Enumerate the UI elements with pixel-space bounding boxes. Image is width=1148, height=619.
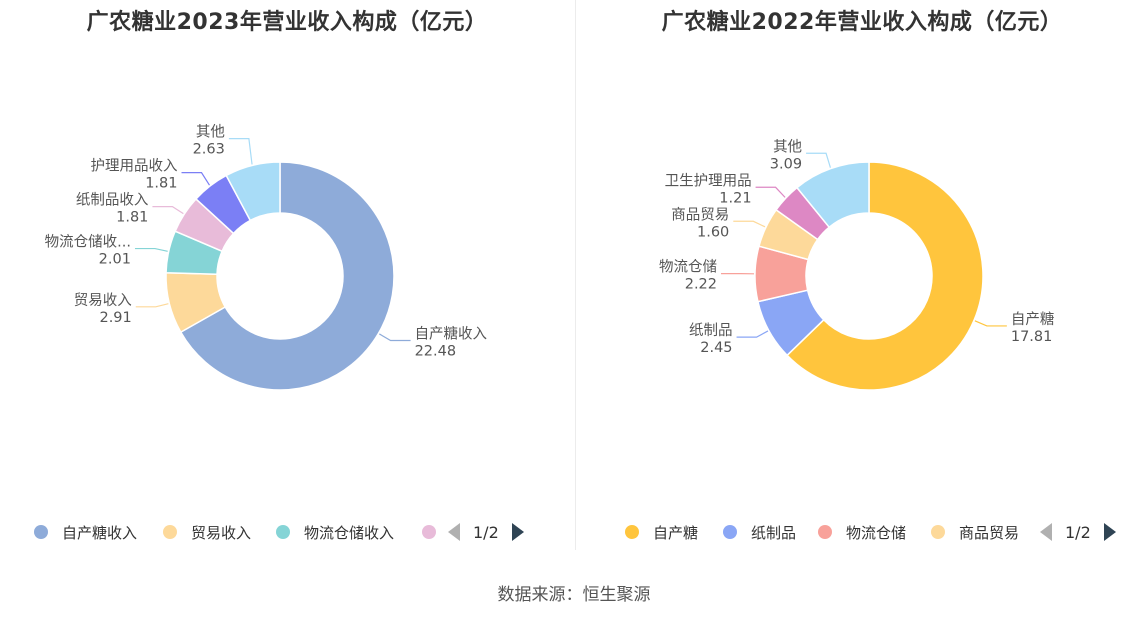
legend-page-indicator: 1/2 [473,522,499,542]
panel-divider [575,0,576,550]
slice-label-value: 1.21 [719,190,751,206]
chart-title: 广农糖业2022年营业收入构成（亿元） [661,10,1063,35]
legend-label: 自产糖 [653,523,699,542]
legend-item-1[interactable]: 自产糖 [625,519,698,545]
label-leader-line [134,247,168,252]
label-leader-line [733,220,766,228]
legend-label: 物流仓储 [846,523,907,542]
slice-label-value: 3.09 [770,156,802,172]
donut-slice[interactable] [795,161,870,229]
legend-dot [276,525,290,539]
slice-label-name: 物流仓储收... [45,234,131,251]
slice-label-name: 纸制品 [689,322,733,339]
legend-dot [931,525,945,539]
label-leader-line [379,333,411,342]
legend-dot [818,525,832,539]
legend-label: 贸易收入 [191,523,252,542]
label-leader-line [181,172,210,186]
donut-slice[interactable] [786,161,984,391]
slice-label-name: 卫生护理用品 [665,172,752,189]
donut-chart-2023: 自产糖收入22.48贸易收入2.91物流仓储收...2.01纸制品收入1.81护… [45,124,488,391]
legend-dot [723,525,737,539]
slice-label-value: 2.01 [99,252,131,268]
slice-label-name: 贸易收入 [74,292,132,309]
label-leader-line [135,303,169,308]
slice-label-value: 17.81 [1011,329,1053,345]
legend-page-indicator: 1/2 [1065,522,1091,542]
legend-item-3[interactable]: 物流仓储 [818,519,906,545]
legend-dot [34,525,48,539]
legend-item-4[interactable]: 商品贸易 [931,519,1019,545]
slice-label-value: 1.81 [116,210,148,226]
legend-item-3[interactable]: 物流仓储收入 [276,519,394,545]
slice-label-name: 其他 [773,138,802,155]
slice-label-value: 2.22 [685,277,717,293]
legend-pager: 1/2 [448,519,524,545]
legend-label: 纸制品 [751,523,797,542]
chart-title: 广农糖业2023年营业收入构成（亿元） [86,10,488,35]
legend-label: 商品贸易 [959,523,1020,542]
slice-label-name: 商品贸易 [671,206,729,223]
chart-2022-panel: 广农糖业2022年营业收入构成（亿元） 自产糖 17.81 纸制品 2.45 物流仓储 2… [575,0,1148,560]
legend-pager: 1/2 [1040,519,1116,545]
chart-legend-2023: 自产糖收入 贸易收入 物流仓储收入 1/2 [0,519,574,545]
slice-label-value: 2.45 [700,340,732,356]
label-leader-line [736,330,769,338]
chart-legend-2022: 自产糖 纸制品 物流仓储 商品贸易 1/2 [575,519,1148,545]
slice-label-value: 2.63 [193,142,225,158]
label-leader-line [228,138,253,165]
slice-label-name: 自产糖 [1011,311,1055,328]
slice-label-name: 护理用品收入 [91,158,178,175]
legend-label: 自产糖收入 [62,523,138,542]
legend-item-2[interactable]: 贸易收入 [163,519,251,545]
slice-label-value: 1.60 [697,224,729,240]
label-leader-line [974,320,1007,327]
slice-label-name: 其他 [196,124,225,141]
legend-item-1[interactable]: 自产糖收入 [34,519,137,545]
legend-next-page-icon[interactable] [1103,523,1116,541]
slice-label-value: 2.91 [99,310,131,326]
slice-label-value: 22.48 [415,343,457,359]
label-leader-line [152,206,184,215]
slice-label-name: 物流仓储 [659,259,717,276]
legend-dot [163,525,177,539]
legend-next-page-icon[interactable] [511,523,524,541]
slice-label-name: 纸制品收入 [76,192,149,209]
slice-label-value: 1.81 [145,176,177,192]
donut-slice[interactable] [225,161,281,222]
label-leader-line [755,186,786,198]
legend-item-2[interactable]: 纸制品 [723,519,796,545]
legend-dot [422,525,436,539]
legend-prev-page-icon[interactable] [448,523,460,541]
chart-2023-panel: 广农糖业2023年营业收入构成（亿元） 自产糖收入 22.48 贸易收入 2.91 物流… [0,0,574,560]
donut-slice[interactable] [179,161,395,391]
legend-item-4-partial[interactable] [422,519,436,545]
slice-label-name: 自产糖收入 [415,325,488,342]
legend-dot [625,525,639,539]
legend-prev-page-icon[interactable] [1040,523,1052,541]
legend-label: 物流仓储收入 [304,523,395,542]
label-leader-line [806,152,832,168]
data-source: 数据来源：恒生聚源 [497,585,651,605]
